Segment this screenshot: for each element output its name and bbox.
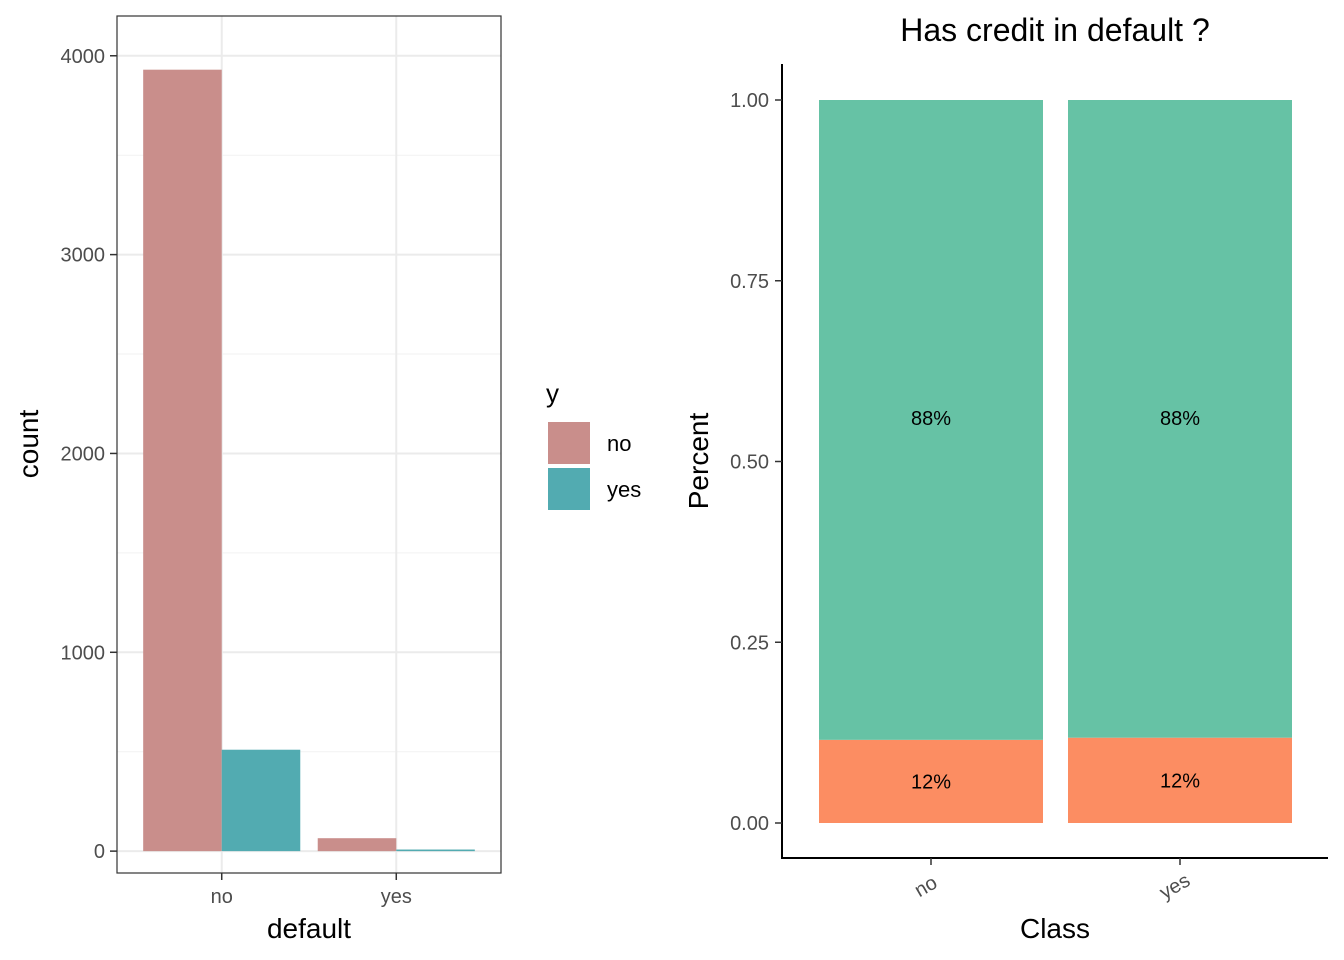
right-bar-segment-no-0: [819, 739, 1043, 823]
left-y-tick-label: 2000: [61, 443, 106, 465]
left-bars: [143, 69, 475, 852]
right-percent-chart: Has credit in default ? 12% 88% 12% 88% 0.0…: [683, 12, 1328, 944]
right-x-tick-label: no: [911, 872, 941, 902]
right-x-axis-title: Class: [1020, 913, 1090, 944]
legend: y no yes: [546, 378, 641, 510]
left-x-axis-title: default: [267, 913, 351, 944]
left-y-axis: 0 1000 2000 3000 4000: [61, 46, 117, 863]
right-y-tick-label: 0.75: [730, 271, 769, 293]
right-y-tick-label: 0.50: [730, 452, 769, 474]
right-stacked-bars: [819, 100, 1292, 823]
legend-key-yes: [548, 468, 590, 510]
right-data-labels: 12% 88% 12% 88%: [911, 408, 1200, 793]
legend-items: no yes: [548, 422, 641, 510]
right-y-tick-label: 0.25: [730, 632, 769, 654]
legend-title: y: [546, 378, 559, 408]
right-bar-segment-yes-0: [1068, 737, 1292, 823]
right-bar-segment-yes-1: [1068, 100, 1292, 738]
left-x-tick-label: no: [211, 886, 233, 908]
left-bar-yes-no: [221, 749, 301, 852]
left-y-tick-label: 3000: [61, 245, 106, 267]
left-bar-no-yes: [317, 838, 397, 852]
left-count-chart: 0 1000 2000 3000 4000 no yes default count: [13, 15, 502, 944]
legend-label-yes: yes: [607, 477, 641, 502]
right-y-tick-label: 0.00: [730, 813, 769, 835]
legend-label-no: no: [607, 431, 631, 456]
left-bar-yes-yes: [396, 849, 475, 852]
right-x-axis: no yes: [911, 858, 1194, 904]
left-y-tick-label: 0: [94, 841, 105, 863]
left-y-tick-label: 4000: [61, 46, 106, 68]
right-y-axis-title: Percent: [683, 413, 714, 510]
left-plot-border: [116, 15, 502, 874]
right-data-label: 12%: [911, 771, 951, 793]
right-data-label: 12%: [1160, 770, 1200, 792]
right-y-tick-label: 1.00: [730, 90, 769, 112]
left-bar-no-no: [143, 69, 222, 852]
right-y-axis: 0.00 0.25 0.50 0.75 1.00: [730, 90, 782, 835]
left-x-tick-label: yes: [381, 886, 412, 908]
left-y-tick-label: 1000: [61, 642, 106, 664]
right-data-label: 88%: [1160, 408, 1200, 430]
right-chart-title: Has credit in default ?: [900, 12, 1210, 48]
legend-key-no: [548, 422, 590, 464]
right-data-label: 88%: [911, 408, 951, 430]
left-x-axis: no yes: [211, 873, 412, 908]
right-bar-segment-no-1: [819, 100, 1043, 740]
left-y-axis-title: count: [13, 410, 44, 479]
right-x-tick-label: yes: [1156, 869, 1194, 904]
